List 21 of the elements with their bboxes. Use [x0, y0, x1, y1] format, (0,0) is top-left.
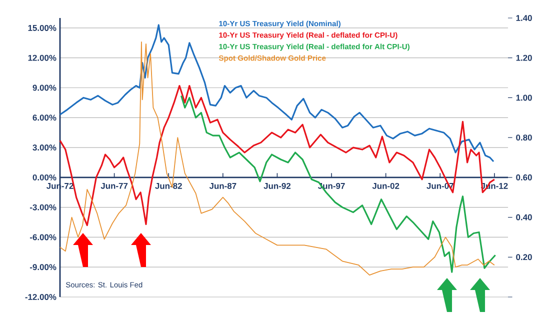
y-tick-label: -3.00% — [30, 204, 56, 210]
y2-tick-label: 1.20 — [516, 54, 532, 61]
y2-tick-label: 0.20 — [516, 254, 532, 260]
y2-tick-label: 0.40 — [516, 214, 532, 220]
y-tick-label: 15.00% — [28, 24, 56, 31]
x-tick-label: Jun-77 — [100, 182, 128, 189]
y-tick-label: -6.00% — [30, 234, 56, 240]
y-tick-label: 6.00% — [32, 114, 56, 121]
y-tick-label: 0.00% — [32, 174, 56, 180]
y-tick-label: 3.00% — [32, 144, 56, 151]
x-tick-label: Jun-87 — [209, 182, 236, 189]
y2-tick-label: 0.60 — [516, 174, 532, 180]
y2-tick-label: 1.40 — [516, 15, 532, 21]
y-tick-label: 12.00% — [28, 54, 56, 61]
y2-tick-label: 1.00 — [516, 94, 532, 101]
y-tick-label: -9.00% — [30, 264, 56, 270]
x-tick-label: Jun-92 — [264, 182, 291, 189]
x-tick-label: Jun-02 — [372, 182, 400, 189]
y-tick-label: 9.00% — [32, 84, 56, 91]
y-tick-label: -12.00% — [25, 294, 56, 300]
y2-tick-label: 0.80 — [516, 134, 532, 141]
